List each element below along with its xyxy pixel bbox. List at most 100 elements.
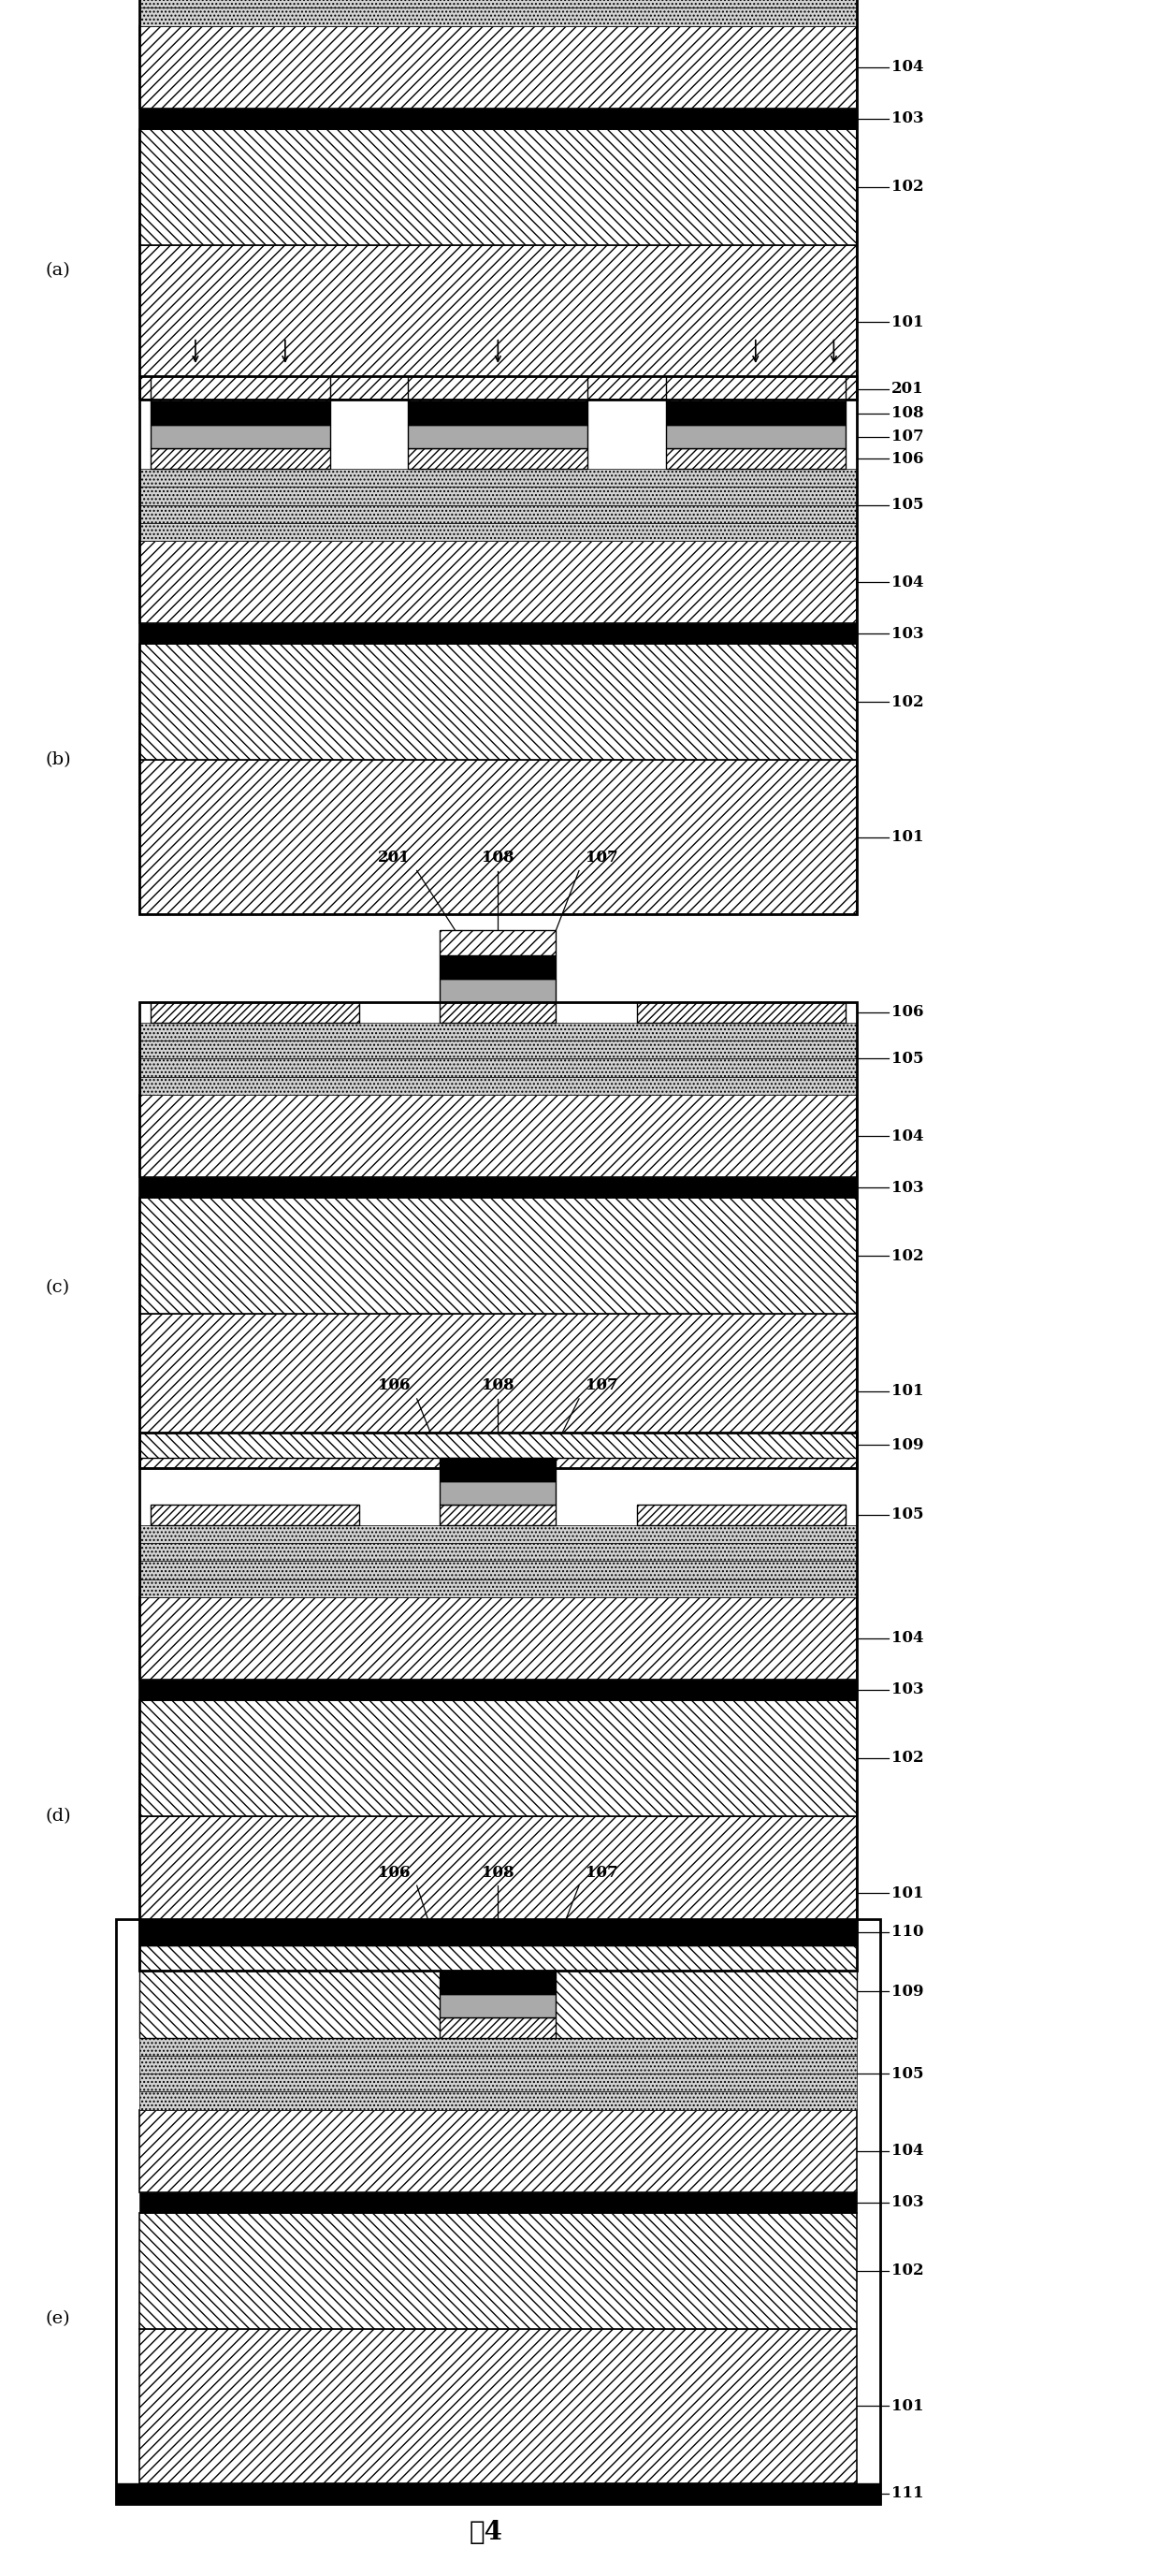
Text: (a): (a) (45, 263, 71, 278)
Bar (139, 523, 857, 541)
Bar (440, 1002, 556, 1023)
Bar (139, 2192, 857, 2213)
Bar (151, 376, 330, 402)
Bar (139, 1525, 857, 1543)
Text: 104: 104 (892, 59, 924, 75)
Bar (139, 2329, 857, 2483)
Text: 104: 104 (892, 1128, 924, 1144)
Bar (151, 1002, 359, 1023)
Text: 101: 101 (892, 2398, 924, 2414)
Text: (c): (c) (45, 1280, 71, 1296)
Bar (408, 376, 587, 402)
Text: 107: 107 (586, 1378, 618, 1394)
Bar (440, 930, 556, 956)
Bar (440, 1458, 556, 1481)
Text: 201: 201 (378, 850, 410, 866)
Bar (139, 8, 857, 26)
Bar (139, 1059, 857, 1077)
Bar (666, 402, 845, 425)
Text: 106: 106 (378, 1865, 410, 1880)
Bar (151, 448, 330, 469)
Text: 107: 107 (586, 1865, 618, 1880)
Bar (440, 1971, 556, 1994)
Bar (139, 1314, 857, 1468)
Bar (440, 1504, 556, 1525)
Bar (637, 1504, 845, 1525)
Text: (e): (e) (45, 2311, 71, 2326)
Bar (116, 1919, 880, 2504)
Bar (139, 26, 857, 108)
Bar (139, 1041, 857, 1059)
Bar (139, 1700, 857, 1816)
Bar (139, 644, 857, 760)
Text: 104: 104 (892, 2143, 924, 2159)
Bar (408, 402, 587, 425)
Bar (139, 505, 857, 523)
Bar (139, 129, 857, 245)
Text: 101: 101 (892, 1383, 924, 1399)
Text: 105: 105 (892, 1507, 924, 1522)
Text: 106: 106 (892, 451, 924, 466)
Text: 101: 101 (892, 829, 924, 845)
Text: 102: 102 (892, 1247, 924, 1265)
Bar (139, 760, 857, 914)
Text: 106: 106 (892, 1005, 924, 1020)
Text: 103: 103 (892, 1682, 924, 1698)
Text: 105: 105 (892, 497, 924, 513)
Bar (139, 1198, 857, 1314)
Text: 103: 103 (892, 626, 924, 641)
Bar (139, 0, 857, 399)
Bar (139, 0, 857, 8)
Bar (139, 2074, 857, 2092)
Text: 104: 104 (892, 1631, 924, 1646)
Bar (440, 979, 556, 1002)
Bar (139, 623, 857, 644)
Text: (b): (b) (45, 752, 71, 768)
Text: 109: 109 (892, 1984, 924, 1999)
Text: 105: 105 (892, 2066, 924, 2081)
Text: 103: 103 (892, 1180, 924, 1195)
Bar (139, 1023, 857, 1041)
Bar (440, 956, 556, 979)
Text: 102: 102 (892, 2262, 924, 2280)
Text: 图4: 图4 (470, 2519, 503, 2545)
Bar (139, 376, 857, 914)
Bar (151, 1504, 359, 1525)
Bar (151, 425, 330, 448)
Bar (139, 469, 857, 487)
Bar (139, 1432, 857, 1971)
Bar (139, 2213, 857, 2329)
Bar (139, 1077, 857, 1095)
Bar (139, 541, 857, 623)
Bar (139, 1561, 857, 1579)
Bar (139, 1432, 857, 1458)
Text: 102: 102 (892, 1749, 924, 1767)
Bar (666, 376, 845, 402)
Text: 110: 110 (892, 1924, 924, 1940)
Text: 107: 107 (586, 850, 618, 866)
Bar (139, 1095, 857, 1177)
Bar (139, 245, 857, 399)
Text: 101: 101 (892, 1886, 924, 1901)
Text: 103: 103 (892, 111, 924, 126)
Bar (139, 1816, 857, 1971)
Bar (139, 2038, 857, 2056)
Text: 102: 102 (892, 178, 924, 196)
Bar (440, 1481, 556, 1504)
Bar (408, 425, 587, 448)
Bar (139, 487, 857, 505)
Bar (116, 2483, 880, 2504)
Bar (139, 1919, 857, 1945)
Bar (139, 2056, 857, 2074)
Bar (637, 1002, 845, 1023)
Text: 201: 201 (892, 381, 924, 397)
Bar (408, 448, 587, 469)
Bar (139, 2092, 857, 2110)
Bar (139, 1579, 857, 1597)
Bar (440, 2017, 556, 2038)
Bar (440, 1994, 556, 2017)
Text: 102: 102 (892, 693, 924, 711)
Text: 104: 104 (892, 574, 924, 590)
Bar (151, 402, 330, 425)
Bar (139, 1002, 857, 1468)
